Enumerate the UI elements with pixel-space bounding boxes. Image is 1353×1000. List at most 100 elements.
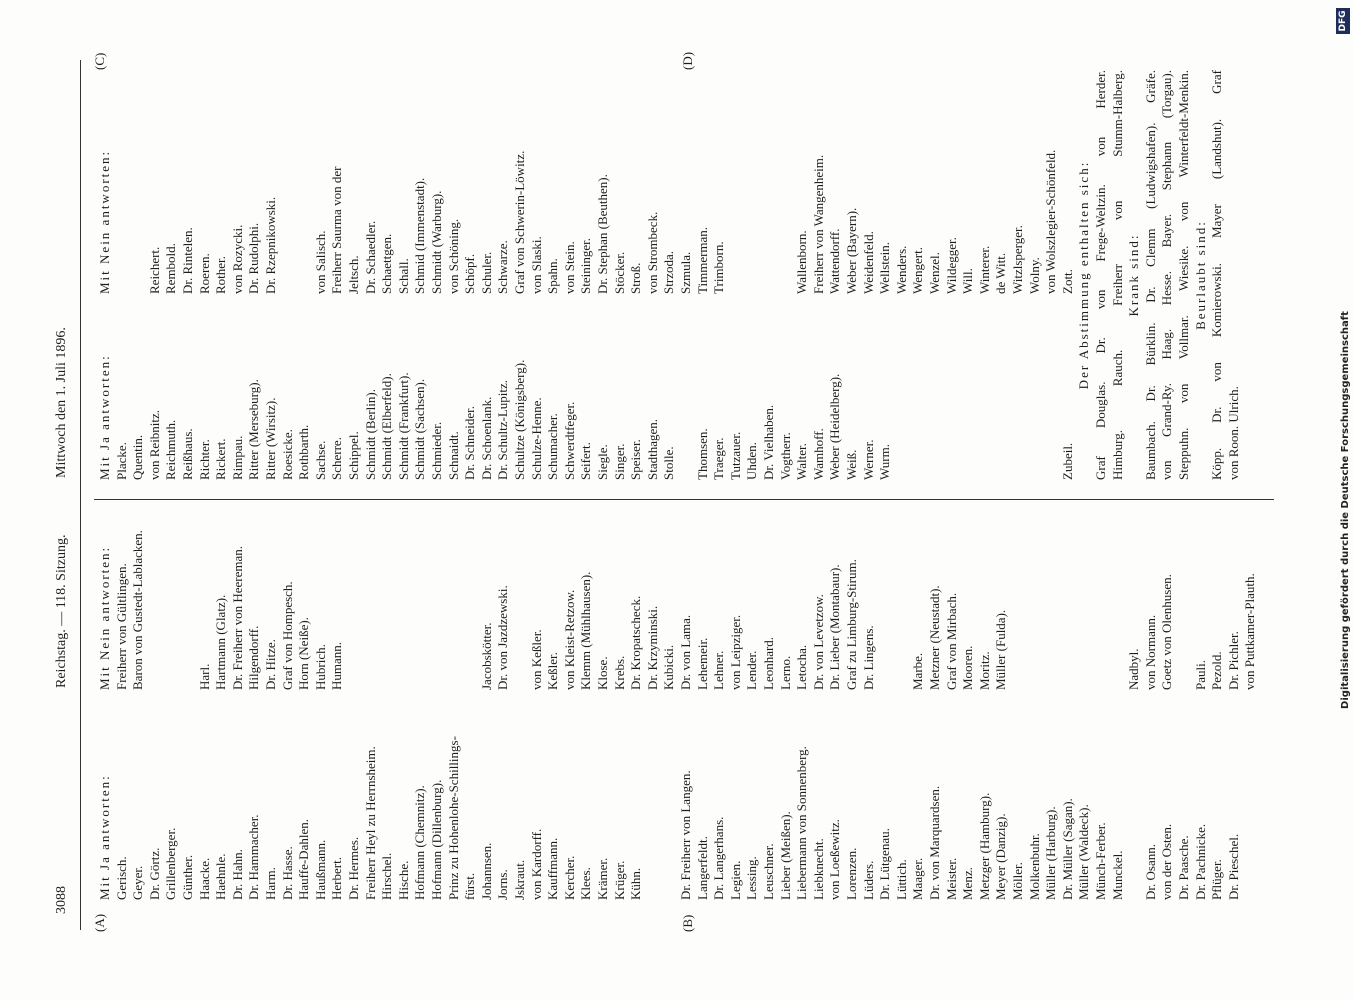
member-name: Rother. xyxy=(213,256,229,294)
member-name: de Witt. xyxy=(993,252,1009,294)
member-name: Herbert. xyxy=(329,857,345,900)
member-name: von Keßler. xyxy=(528,629,544,690)
column-rule xyxy=(94,499,1274,500)
member-name: Dr. Hahn. xyxy=(229,849,245,900)
member-name: Wenzel. xyxy=(927,252,942,294)
member-name: Graf von Mirbach. xyxy=(943,592,959,690)
member-name: Richter. xyxy=(196,439,212,480)
member-name: Lüders. xyxy=(860,860,876,900)
member-name: von Wolszlegier-Schönfeld. xyxy=(1043,149,1059,294)
section-line: von Grand-Ry. Haag. Hesse. Bayer. Stepha… xyxy=(1159,70,1175,480)
member-name: Dr. Schultz-Lupitz. xyxy=(495,379,511,480)
member-name: Dr. Rudolphi. xyxy=(246,222,262,294)
member-name: Wildegger. xyxy=(943,237,959,294)
member-name: Dr. Vielhaben. xyxy=(761,404,776,480)
credit: Digitalisierung gefördert durch die Deut… xyxy=(1340,311,1351,709)
member-name: Harl. xyxy=(196,663,212,690)
dfg-logo: DFG xyxy=(1336,8,1350,34)
member-name: Hilgendorff. xyxy=(246,625,262,690)
member-name: Schwarze. xyxy=(495,240,511,294)
member-name: Siegle. xyxy=(595,444,610,480)
member-name: Dr. Stephan (Beuthen). xyxy=(595,174,610,294)
member-name: Meyer (Danzig). xyxy=(993,813,1009,900)
member-name: Stadthagen. xyxy=(644,418,660,480)
member-name: Lehner. xyxy=(711,650,727,690)
member-name: Kauffmann. xyxy=(545,837,561,900)
member-name: Leuschner. xyxy=(761,843,776,900)
member-name: Hauffe-Dahlen. xyxy=(296,819,312,900)
member-name: Dr. Osann. xyxy=(1142,844,1158,900)
member-name: Krüger. xyxy=(611,860,627,900)
session-date: Mittwoch den 1. Juli 1896. xyxy=(54,327,69,478)
member-name: Möller. xyxy=(1010,862,1025,900)
member-name: Pezold. xyxy=(1209,651,1225,690)
margin-letter: (B) xyxy=(680,914,695,932)
member-name: Dr. Langerhans. xyxy=(711,816,727,900)
member-name: Schwerdtfeger. xyxy=(561,401,577,480)
member-name: Schmidt (Sachsen). xyxy=(412,378,428,480)
member-name: Schmidt (Frankfurt). xyxy=(395,372,411,480)
member-name: Dr. Schneider. xyxy=(462,405,478,480)
member-name: Lieber (Meißen). xyxy=(777,811,793,900)
member-name: Strzoda. xyxy=(661,251,677,294)
member-name: Reichert. xyxy=(146,246,162,294)
member-name: Kühn. xyxy=(628,867,644,900)
member-name: Maager. xyxy=(910,857,926,900)
member-name: Wenders. xyxy=(893,245,909,294)
member-name: Keßler. xyxy=(545,652,561,690)
member-name: Lehemeir. xyxy=(694,637,710,690)
member-name: Dr. von Levetzow. xyxy=(810,594,826,690)
member-name: von Puttkamer-Plauth. xyxy=(1242,573,1258,690)
member-name: von Rozycki. xyxy=(229,224,245,294)
member-name: Graf von Hompesch. xyxy=(279,581,295,690)
member-name: Leonhard. xyxy=(761,636,776,690)
member-name: Traeger. xyxy=(711,437,727,481)
member-name: Lender. xyxy=(744,650,760,690)
section-line: Baumbach. Dr. Bürklin. Dr. Clemm (Ludwig… xyxy=(1142,70,1158,480)
section-line: Graf Douglas. Dr. von Frege-Weltzin. von… xyxy=(1093,70,1108,480)
page-number: 3088 xyxy=(54,886,69,914)
member-name: Hirschel. xyxy=(379,852,395,900)
member-name: Szmula. xyxy=(678,251,693,294)
member-name: Baron von Gustedt-Lablacken. xyxy=(130,530,146,690)
margin-letter: (A) xyxy=(92,913,107,932)
member-name: Lüttich. xyxy=(893,859,909,900)
member-name: Weber (Bayern). xyxy=(844,207,859,294)
member-name: Liebknecht. xyxy=(810,838,826,900)
member-name: Humann. xyxy=(329,641,345,690)
member-name: Moritz. xyxy=(976,651,992,690)
header-rule xyxy=(80,60,81,930)
member-name: Lessing. xyxy=(744,856,760,900)
member-name: Timmerman. xyxy=(694,226,710,294)
member-name: Weber (Heidelberg). xyxy=(827,373,843,480)
member-name: Dr. Krzyminski. xyxy=(644,605,660,690)
member-name: Werner. xyxy=(860,439,876,480)
member-name: von Normann. xyxy=(1142,614,1158,690)
member-name: Schultze (Königsberg). xyxy=(512,359,527,480)
session-title: Reichstag. — 118. Sitzung. xyxy=(54,534,69,688)
member-name: von Kleist-Retzow. xyxy=(561,589,577,690)
member-name: Jeltsch. xyxy=(346,255,361,294)
member-name: Reichmuth. xyxy=(163,419,179,480)
member-name: Hische. xyxy=(395,860,411,900)
member-name: Dr. Freiherr von Langen. xyxy=(678,770,693,900)
member-name: Stöcker. xyxy=(611,251,627,294)
member-name: Schulze-Henne. xyxy=(528,397,544,480)
member-name: Meister. xyxy=(943,857,959,900)
member-name: Tutzauer. xyxy=(727,431,743,480)
member-name: Speiser. xyxy=(628,439,644,480)
member-name: Dr. Hasse. xyxy=(279,846,295,900)
member-name: Quentin. xyxy=(130,434,146,480)
member-name: von Schöning. xyxy=(445,218,461,294)
member-name: Müller (Waldeck). xyxy=(1076,804,1092,900)
member-name: Roesicke. xyxy=(279,429,295,480)
member-name: Wamhoff. xyxy=(810,428,826,480)
member-name: Steininger. xyxy=(578,238,594,294)
member-name: Dr. Hammacher. xyxy=(246,814,262,900)
member-name: Dr. Freiherr von Heereman. xyxy=(229,545,245,690)
section-heading: Krank sind: xyxy=(1126,233,1142,317)
member-name: Winterer. xyxy=(976,245,992,294)
member-name: Marbe. xyxy=(910,652,926,690)
member-name: Dr. Pichler. xyxy=(1225,631,1241,690)
